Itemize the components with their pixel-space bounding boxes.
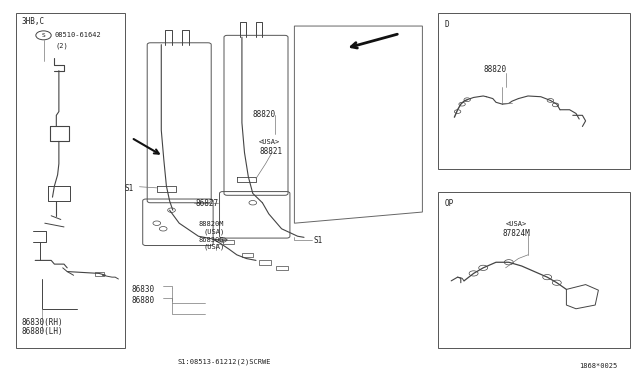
Text: (2): (2): [56, 43, 68, 49]
Text: 86830(RH): 86830(RH): [21, 318, 63, 327]
Bar: [223, 240, 234, 244]
Text: 88820: 88820: [483, 65, 506, 74]
Bar: [242, 253, 253, 257]
Text: S1: S1: [314, 236, 323, 245]
Text: D: D: [445, 20, 449, 29]
Text: <USA>: <USA>: [259, 140, 280, 145]
Text: 86827: 86827: [195, 199, 218, 208]
Bar: [259, 260, 271, 265]
Text: 86830G: 86830G: [198, 237, 224, 243]
Text: OP: OP: [445, 199, 454, 208]
Text: 1868*0025: 1868*0025: [579, 363, 618, 369]
Bar: [276, 266, 288, 270]
Bar: [16, 13, 125, 348]
Text: 87824M: 87824M: [502, 229, 530, 238]
Text: 08510-61642: 08510-61642: [54, 32, 101, 38]
Text: 88820: 88820: [253, 110, 276, 119]
Text: 88820M: 88820M: [198, 221, 224, 227]
Text: S1: S1: [125, 184, 134, 193]
Text: <USA>: <USA>: [506, 221, 527, 227]
Bar: [438, 13, 630, 169]
Bar: [438, 192, 630, 348]
Text: 86830: 86830: [131, 285, 154, 294]
Text: (USA): (USA): [204, 244, 225, 250]
Text: S: S: [42, 33, 45, 38]
Text: S1:08513-61212(2)SCRWE: S1:08513-61212(2)SCRWE: [177, 359, 271, 365]
Text: 86880: 86880: [131, 296, 154, 305]
Text: 3HB,C: 3HB,C: [21, 17, 44, 26]
Text: 86880(LH): 86880(LH): [21, 327, 63, 336]
Bar: [95, 272, 104, 276]
Text: 88821: 88821: [259, 147, 282, 156]
Text: (USA): (USA): [204, 228, 225, 234]
